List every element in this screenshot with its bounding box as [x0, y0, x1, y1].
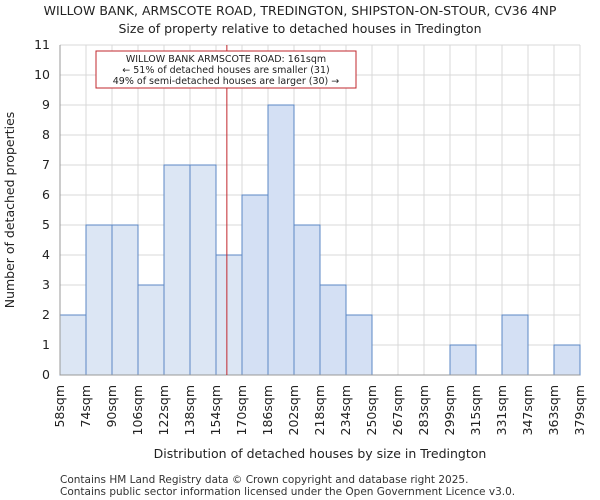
y-tick-label: 1 [42, 337, 50, 352]
x-tick-label: 202sqm [286, 385, 301, 435]
bar [215, 254, 243, 376]
bar [449, 344, 477, 376]
y-tick-label: 10 [34, 67, 50, 82]
bar [163, 164, 191, 376]
chart-subtitle: Size of property relative to detached ho… [118, 21, 481, 36]
axes [59, 45, 580, 376]
x-tick-label: 90sqm [104, 385, 119, 428]
y-tick-labels: 0 1 2 3 4 5 6 7 8 9 10 11 [34, 37, 50, 382]
x-tick-label: 58sqm [52, 385, 67, 428]
bar [111, 224, 139, 376]
x-tick-label: 138sqm [182, 385, 197, 435]
marker-annotation-line: WILLOW BANK ARMSCOTE ROAD: 161sqm [126, 54, 326, 65]
x-tick-label: 154sqm [208, 385, 223, 435]
y-tick-label: 4 [42, 247, 50, 262]
footer-line-1: Contains HM Land Registry data © Crown c… [60, 474, 468, 486]
bar [293, 224, 321, 376]
marker-annotation-line: 49% of semi-detached houses are larger (… [113, 76, 340, 87]
x-tick-labels: 58sqm 74sqm 90sqm 106sqm 122sqm 138sqm 154sqm 1… [52, 385, 587, 435]
y-axis-label: Number of detached properties [2, 112, 17, 309]
footer-line-2: Contains public sector information licen… [60, 486, 515, 498]
x-tick-label: 363sqm [546, 385, 561, 435]
x-tick-label: 234sqm [338, 385, 353, 435]
bar [137, 284, 165, 376]
x-axis-label: Distribution of detached houses by size … [154, 446, 487, 461]
x-tick-label: 186sqm [260, 385, 275, 435]
bar [553, 344, 581, 376]
x-tick-label: 74sqm [78, 385, 93, 428]
bars [59, 104, 581, 376]
x-tick-label: 170sqm [234, 385, 249, 435]
bar [241, 194, 269, 376]
x-tick-label: 122sqm [156, 385, 171, 435]
bar [501, 314, 529, 376]
x-tick-label: 106sqm [130, 385, 145, 435]
x-tick-label: 347sqm [520, 385, 535, 435]
marker-annotation-line: ← 51% of detached houses are smaller (31… [122, 65, 329, 76]
chart-title: WILLOW BANK, ARMSCOTE ROAD, TREDINGTON, … [44, 3, 557, 18]
marker: WILLOW BANK ARMSCOTE ROAD: 161sqm← 51% o… [95, 45, 357, 375]
x-tick-label: 267sqm [390, 385, 405, 435]
x-tick-label: 250sqm [364, 385, 379, 435]
x-tick-label: 283sqm [416, 385, 431, 435]
y-tick-label: 7 [42, 157, 50, 172]
bar [59, 314, 87, 376]
y-tick-label: 2 [42, 307, 50, 322]
x-tick-label: 218sqm [312, 385, 327, 435]
bar [319, 284, 347, 376]
bar [85, 224, 113, 376]
y-tick-label: 9 [42, 97, 50, 112]
y-tick-label: 5 [42, 217, 50, 232]
bar [345, 314, 373, 376]
x-tick-label: 379sqm [572, 385, 587, 435]
y-tick-label: 0 [42, 367, 50, 382]
x-tick-label: 299sqm [442, 385, 457, 435]
marker-annotation-box [95, 50, 357, 89]
x-tick-label: 315sqm [468, 385, 483, 435]
bar [267, 104, 295, 376]
x-tick-label: 331sqm [494, 385, 509, 435]
bar [189, 164, 217, 376]
y-tick-label: 6 [42, 187, 50, 202]
y-tick-label: 3 [42, 277, 50, 292]
y-tick-label: 11 [34, 37, 50, 52]
y-tick-label: 8 [42, 127, 50, 142]
